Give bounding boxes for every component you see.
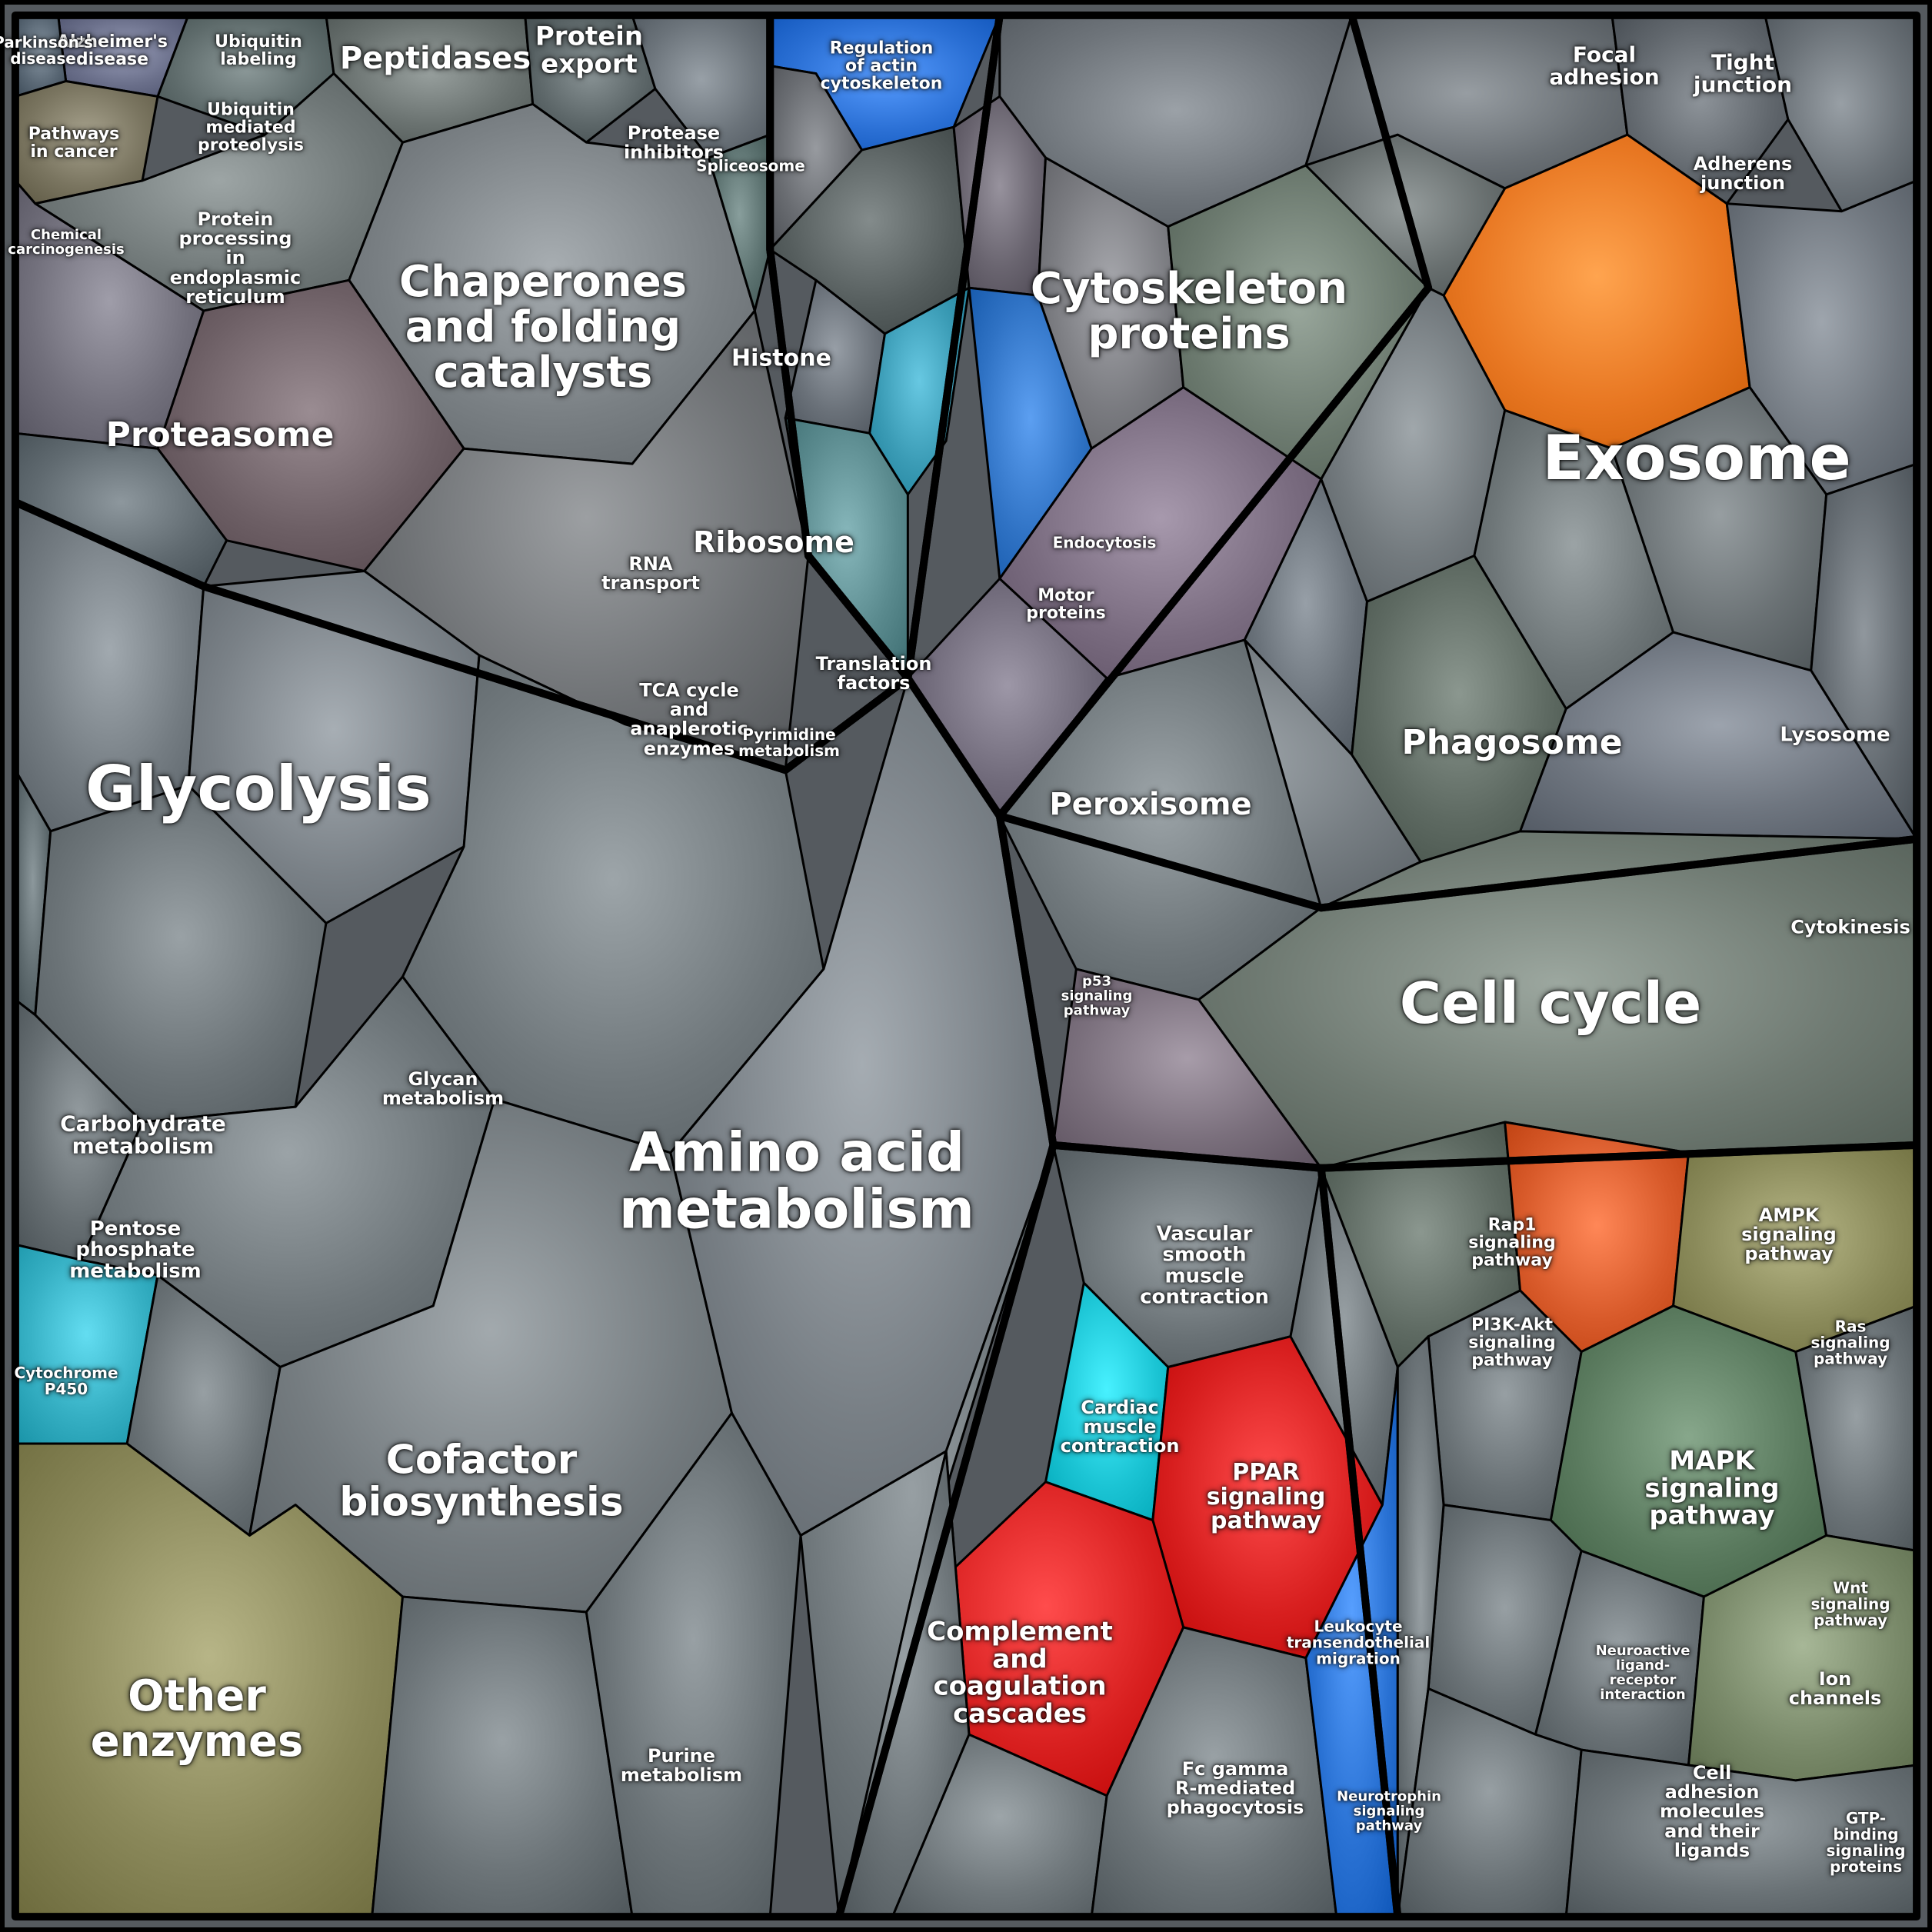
voronoi-cell (1765, 15, 1917, 212)
voronoi-svg (5, 5, 1927, 1927)
voronoi-treemap: Alzheimer's diseaseParkinson's diseaseUb… (0, 0, 1932, 1932)
voronoi-cell (1566, 1750, 1917, 1917)
voronoi-cell (1551, 1306, 1826, 1597)
